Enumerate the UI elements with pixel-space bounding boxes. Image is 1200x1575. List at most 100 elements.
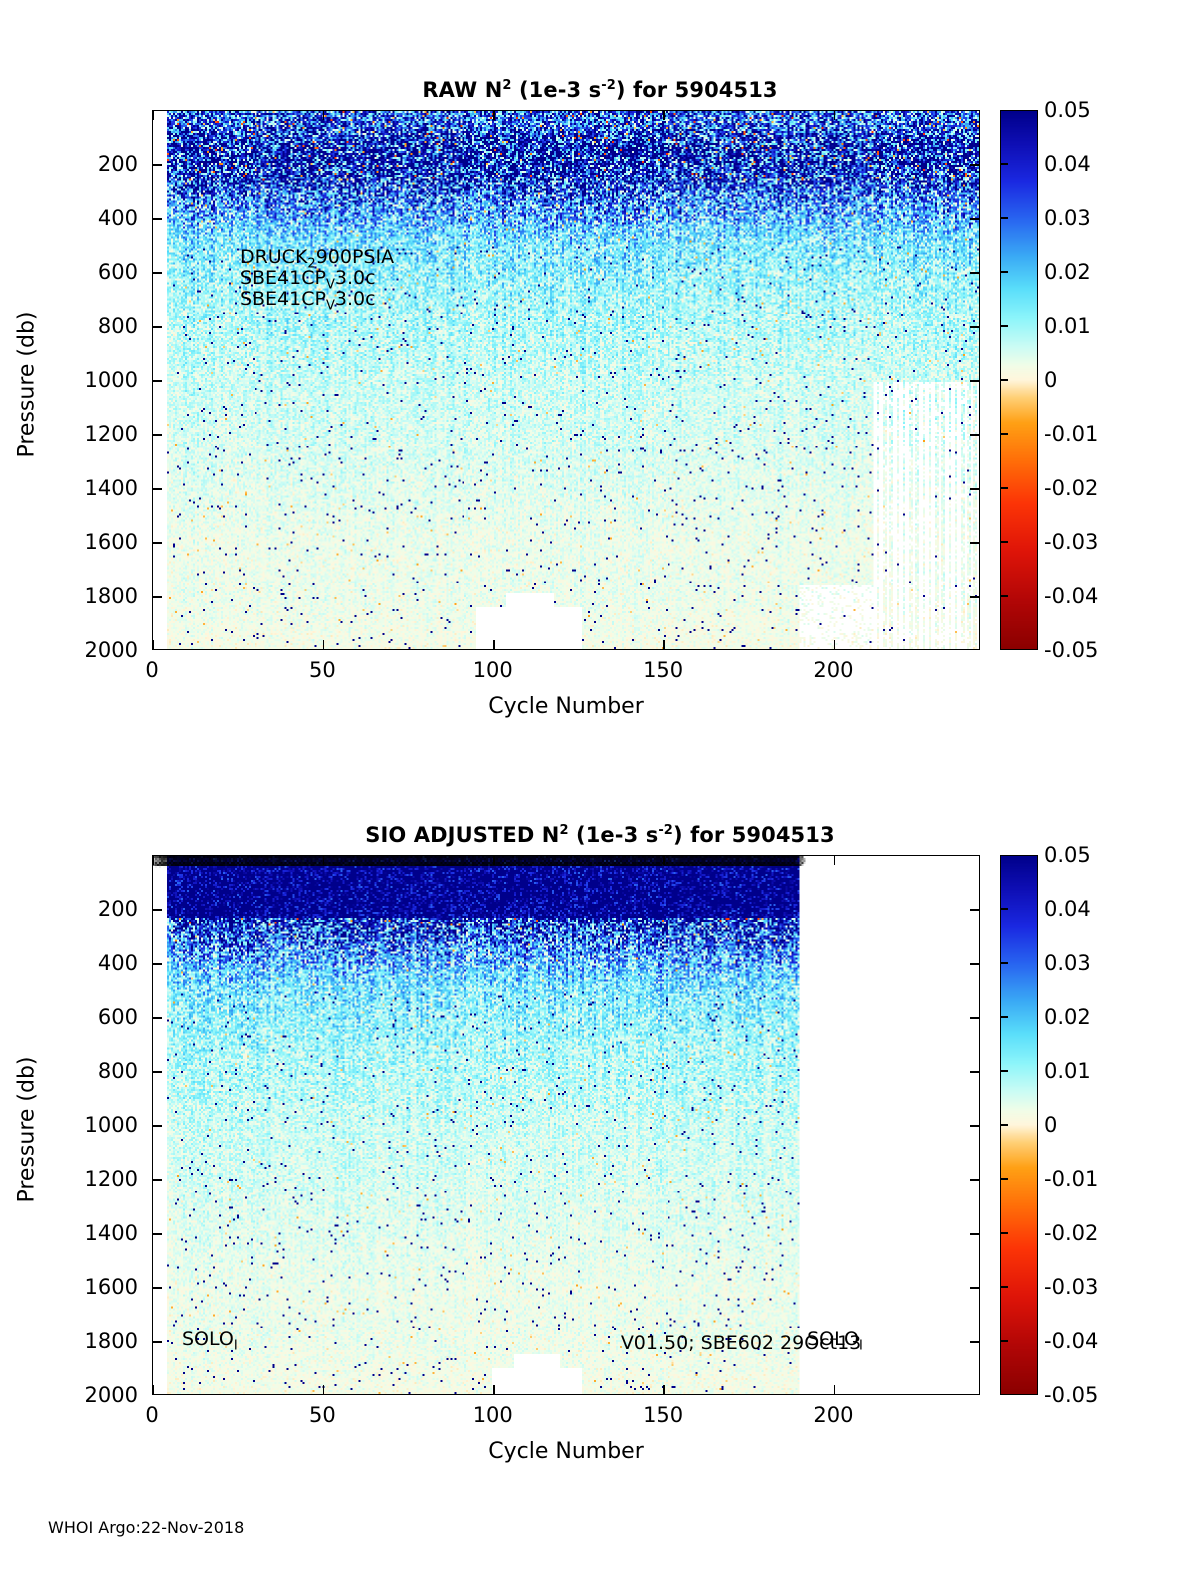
ytick-mark: [970, 1341, 979, 1343]
xtick-mark: [663, 640, 665, 649]
ytick-mark: [970, 542, 979, 544]
ytick-mark: [970, 909, 979, 911]
ytick-mark: [970, 218, 979, 220]
ytick-label: 800: [97, 314, 138, 338]
ytick-mark: [970, 1017, 979, 1019]
colorbar-tick-label: -0.05: [1044, 638, 1099, 662]
plot-annotation: V01.50; SBE602 29Oct13: [621, 1333, 861, 1353]
panel-raw-title: RAW N2 (1e-3 s-2) for 5904513: [422, 78, 778, 102]
xtick-mark: [153, 1385, 154, 1394]
colorbar-tick-label: 0.02: [1044, 260, 1091, 284]
annotation-subscript: I: [233, 1338, 238, 1354]
colorbar-tick-label: 0: [1044, 368, 1058, 392]
xtick-mark: [153, 856, 154, 865]
colorbar-tick-mark: [1000, 163, 1008, 165]
ytick-mark: [153, 218, 162, 220]
xtick-mark: [492, 111, 495, 120]
panel-adjusted-xtick-labels: 0 50 100 150 200: [145, 1397, 980, 1431]
ytick-label: 400: [97, 951, 138, 975]
xtick-mark: [322, 856, 325, 865]
colorbar-tick-mark: [1000, 325, 1008, 327]
panel-adjusted: SIO ADJUSTED N2 (1e-3 s-2) for 5904513 P…: [0, 745, 1200, 1505]
ytick-mark: [970, 434, 979, 436]
ytick-mark: [153, 1287, 162, 1289]
colorbar-tick-mark: [1000, 541, 1008, 543]
ytick-label: 600: [97, 1005, 138, 1029]
ytick-mark: [970, 1071, 979, 1073]
annotation-text: SOLO: [181, 1328, 234, 1351]
annotation-text: DRUCK: [239, 245, 308, 268]
plot-annotation: SOLOI: [182, 1330, 238, 1353]
colorbar-tick-mark: [1000, 217, 1008, 219]
annotation-text: 3.0c: [334, 266, 376, 289]
xtick-mark: [492, 1385, 495, 1394]
annotation-text: 3.0c: [334, 287, 376, 310]
colorbar-tick-mark: [1000, 487, 1008, 489]
xtick-label: 200: [813, 1403, 854, 1427]
xtick-mark: [833, 856, 836, 865]
panel-adjusted-colorbar: [1000, 855, 1038, 1395]
plot-annotation: SOLOI: [807, 1330, 863, 1353]
colorbar-tick-label: -0.01: [1044, 1167, 1099, 1191]
ytick-mark: [153, 596, 162, 598]
colorbar-tick-label: 0.03: [1044, 206, 1091, 230]
colorbar-tick-label: -0.02: [1044, 476, 1099, 500]
figure-footer: WHOI Argo:22-Nov-2018: [48, 1518, 245, 1537]
annotation-subscript: V: [325, 298, 335, 314]
colorbar-tick-label: 0: [1044, 1113, 1058, 1137]
ytick-mark: [970, 326, 979, 328]
colorbar-tick-mark: [1000, 433, 1008, 435]
ytick-mark: [153, 909, 162, 911]
colorbar-tick-label: -0.03: [1044, 1275, 1099, 1299]
xtick-mark: [833, 111, 836, 120]
annotation-text: SBE41CP: [239, 266, 326, 289]
panel-raw-colorbar-labels: 0.05 0.04 0.03 0.02 0.01 0 -0.01 -0.02 -0.03 -0.0…: [1044, 98, 1194, 662]
colorbar-tick-label: 0.05: [1044, 843, 1091, 867]
colorbar-tick-mark: [1000, 1070, 1008, 1072]
plot-annotation: SBE41CPV3.0c: [239, 266, 376, 293]
colorbar-tick-label: -0.02: [1044, 1221, 1099, 1245]
colorbar-tick-label: 0.01: [1044, 314, 1091, 338]
ytick-mark: [153, 326, 162, 328]
annotation-subscript: I: [859, 1338, 863, 1354]
annotation-subscript: V: [325, 277, 335, 293]
xtick-label: 0: [145, 658, 159, 682]
ytick-label: 1000: [84, 1113, 138, 1137]
ytick-mark: [970, 1125, 979, 1127]
ytick-mark: [970, 272, 979, 274]
colorbar-tick-label: 0.01: [1044, 1059, 1091, 1083]
colorbar-tick-label: 0.04: [1044, 897, 1091, 921]
ytick-label: 1600: [84, 1275, 138, 1299]
ytick-label: 1600: [84, 530, 138, 554]
ytick-mark: [153, 1017, 162, 1019]
colorbar-tick-mark: [1000, 1178, 1008, 1180]
ytick-label: 1400: [84, 1221, 138, 1245]
xtick-mark: [663, 111, 665, 120]
ytick-mark: [970, 963, 979, 965]
colorbar-tick-mark: [1000, 1016, 1008, 1018]
ytick-label: 2000: [84, 1383, 138, 1407]
panel-raw-heatmap: [153, 111, 979, 649]
panel-raw-colorbar: [1000, 110, 1038, 650]
annotation-text: SBE41CP: [239, 287, 326, 310]
ytick-label: 600: [97, 260, 138, 284]
xtick-mark: [322, 1385, 325, 1394]
ytick-mark: [153, 488, 162, 490]
ytick-mark: [153, 963, 162, 965]
ytick-mark: [153, 1179, 162, 1181]
ytick-mark: [970, 596, 979, 598]
ytick-mark: [970, 1179, 979, 1181]
ytick-label: 200: [97, 152, 138, 176]
colorbar-tick-label: 0.02: [1044, 1005, 1091, 1029]
ytick-mark: [153, 1071, 162, 1073]
xtick-label: 150: [643, 1403, 684, 1427]
colorbar-tick-label: -0.01: [1044, 422, 1099, 446]
panel-adjusted-colorbar-labels: 0.05 0.04 0.03 0.02 0.01 0 -0.01 -0.02 -0.03 -0.0…: [1044, 843, 1194, 1407]
xtick-mark: [322, 640, 325, 649]
ytick-mark: [153, 272, 162, 274]
colorbar-tick-mark: [1000, 962, 1008, 964]
ytick-mark: [970, 164, 979, 166]
colorbar-tick-mark: [1000, 379, 1008, 381]
xtick-label: 100: [472, 658, 513, 682]
